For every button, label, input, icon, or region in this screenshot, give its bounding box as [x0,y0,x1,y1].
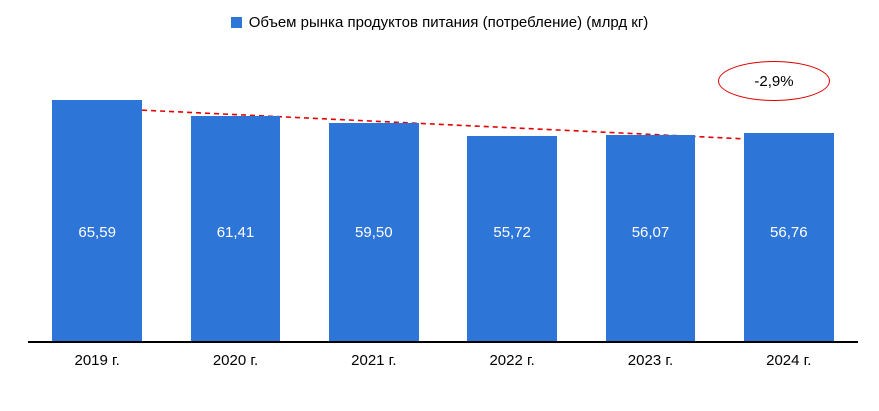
x-axis-label: 2022 г. [489,352,535,369]
bar-column: 61,41 [166,98,304,341]
bar-value-label: 56,76 [770,224,808,241]
bar-value-label: 59,50 [355,224,393,241]
x-axis: 2019 г. 2020 г. 2021 г. 2022 г. 2023 г. 2024 … [28,343,858,369]
bar-value-label: 56,07 [631,224,670,241]
bar-value-label: 65,59 [78,224,116,241]
legend-color-swatch-icon [230,17,242,28]
bar-column: 65,59 [28,98,166,341]
plot-area: 65,59 61,41 59,50 55,72 56,07 56,76 [28,98,858,343]
x-axis-label: 2020 г. [212,352,259,369]
x-axis-label: 2023 г. [627,352,674,369]
chart-legend: Объем рынка продуктов питания (потреблен… [0,14,879,31]
x-axis-label: 2019 г. [74,352,120,369]
x-axis-label: 2021 г. [351,352,397,369]
bar: 61,41 [190,116,281,341]
bar-value-label: 61,41 [216,224,255,241]
plot-area-wrapper: 65,59 61,41 59,50 55,72 56,07 56,76 2019 г. 20… [28,98,858,369]
bar-column: 59,50 [305,98,443,341]
bar: 56,76 [743,133,834,341]
bar: 55,72 [467,136,558,341]
x-axis-label: 2024 г. [766,352,812,369]
bar-column: 56,76 [720,98,858,341]
bar-column: 55,72 [443,98,581,341]
bar: 59,50 [328,123,419,341]
legend-label: Объем рынка продуктов питания (потреблен… [248,14,649,31]
trend-annotation-ellipse: -2,9% [718,61,830,101]
bar: 56,07 [605,135,696,341]
bar: 65,59 [52,100,143,341]
bar-value-label: 55,72 [493,224,531,241]
bar-column: 56,07 [581,98,719,341]
trend-annotation-label: -2,9% [754,72,794,90]
